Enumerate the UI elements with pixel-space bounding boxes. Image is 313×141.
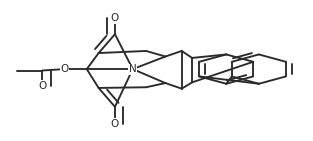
Text: N: N [129,64,137,74]
Text: O: O [38,81,46,91]
Text: O: O [60,64,69,74]
Text: O: O [111,119,119,129]
Text: O: O [111,13,119,23]
